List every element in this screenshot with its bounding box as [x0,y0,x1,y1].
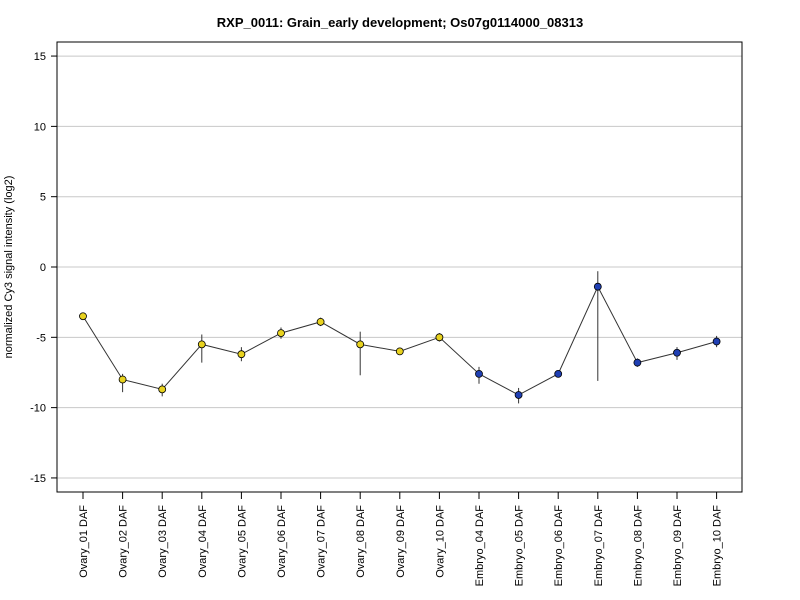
x-tick-label: Ovary_01 DAF [78,505,90,578]
data-point [158,385,167,394]
x-tick-label: Ovary_06 DAF [276,505,288,578]
data-point [593,282,602,291]
y-tick-label: -5 [36,332,46,344]
y-tick-label: 10 [34,121,46,133]
x-tick-label: Embryo_10 DAF [712,505,724,587]
gridlines [57,55,742,479]
data-point [277,329,285,337]
x-tick-label: Embryo_07 DAF [593,505,605,587]
data-point [673,348,681,357]
data-line [82,285,717,396]
data-point [237,350,246,359]
x-tick-label: Ovary_10 DAF [434,505,446,578]
x-axis: Ovary_01 DAF Ovary_02 DAF Ovary_03 DAF Ovar… [78,492,724,586]
data-point [197,340,206,349]
y-axis: 15 10 5 0 -5 -10 -15 [30,51,57,485]
y-tick-label: 0 [40,262,46,274]
x-tick-label: Embryo_09 DAF [672,505,684,587]
data-point [514,391,523,399]
chart-title: RXP_0011: Grain_early development; Os07g… [217,15,583,30]
data-point [633,358,642,367]
x-tick-label: Ovary_07 DAF [316,505,328,578]
data-point [554,369,563,378]
data-point [118,375,127,384]
y-tick-label: 15 [34,51,46,63]
x-tick-label: Ovary_02 DAF [118,505,130,578]
series-line [79,271,721,404]
x-tick-label: Embryo_04 DAF [474,505,486,587]
data-point [475,369,483,378]
data-point [395,347,404,356]
y-tick-label: 5 [40,192,46,204]
x-tick-label: Embryo_08 DAF [632,505,644,587]
x-tick-label: Ovary_03 DAF [157,505,169,578]
x-tick-label: Ovary_09 DAF [395,505,407,578]
y-tick-label: -15 [30,473,46,485]
y-tick-label: -10 [30,403,46,415]
x-tick-label: Embryo_05 DAF [514,505,526,587]
x-tick-label: Ovary_08 DAF [355,505,367,578]
y-axis-label: normalized Cy3 signal intensity (log2) [3,176,15,359]
data-point [79,312,87,321]
x-tick-label: Embryo_06 DAF [553,505,565,587]
data-point [316,317,325,326]
x-tick-label: Ovary_05 DAF [236,505,248,578]
x-tick-label: Ovary_04 DAF [197,505,209,578]
data-point [712,337,721,346]
data-point [435,333,444,342]
data-point [356,340,365,349]
